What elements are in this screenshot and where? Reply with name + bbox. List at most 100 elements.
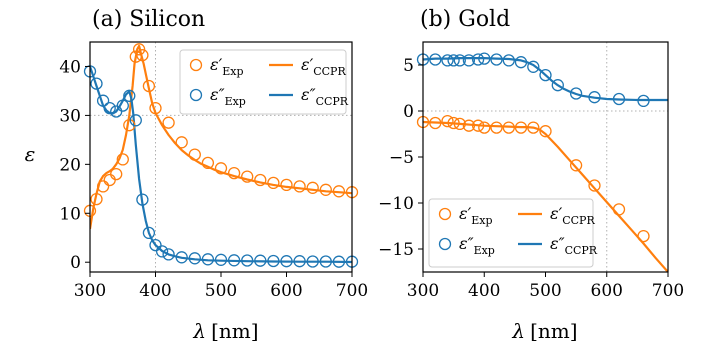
ticks-gold: 300 400 500 600 700 −15 −10 −5 0 5 [378,56,684,301]
data-point-imag [155,245,169,258]
legend-label: ε′Exp [459,204,493,227]
y-tick-label: 0 [403,102,414,122]
data-point-real [267,176,280,190]
x-tick-label: 400 [139,281,171,301]
data-point-imag [149,238,162,252]
x-tick-label: 500 [529,281,561,301]
data-point-imag [502,54,515,67]
legend-label: ε′Exp [210,55,244,78]
data-point-real [227,166,241,180]
legend-symbol: ε′ [210,55,223,74]
data-point-real [90,192,103,206]
data-point-imag [447,54,460,67]
data-point-imag [588,91,601,104]
legend-marker-icon [189,58,203,72]
data-point-real [162,116,175,129]
y-tick-label: 10 [59,204,81,224]
x-axis-unit: [nm] [530,319,577,343]
data-point-imag [429,53,442,66]
data-point-imag [241,254,254,267]
data-point-real [441,114,454,128]
legend-label: ε′CCPR [301,55,346,78]
x-tick-label: 600 [591,281,623,301]
y-tick-label: 30 [59,106,81,126]
data-point-real [149,101,162,115]
data-point-imag [280,255,293,268]
data-point-real [429,116,442,130]
data-point-imag [612,92,626,106]
y-tick-label: 0 [70,253,81,273]
y-tick-label: −10 [378,194,414,214]
data-point-real [612,203,626,216]
x-tick-label: 300 [74,281,106,301]
legend-label: ε″Exp [459,234,495,257]
data-point-imag [319,255,332,268]
data-point-real [188,148,201,161]
data-point-real [116,153,129,166]
data-point-imag [116,99,129,112]
y-tick-label: 5 [403,56,414,76]
legend-symbol: ε″ [210,85,225,104]
x-axis-symbol: λ [192,319,206,343]
data-point-real [453,117,466,131]
legend-label: ε″CCPR [550,234,598,257]
data-point-imag [201,253,215,266]
data-point-imag [103,101,116,115]
data-point-real [462,119,476,132]
y-axis-label: ε [25,142,36,166]
data-point-imag [462,54,476,67]
x-axis-label-silicon: λ [nm] [192,319,258,343]
data-point-imag [129,114,142,127]
legend-subscript: CCPR [562,214,595,227]
y-tick-label: 20 [59,155,81,175]
panel-title-silicon: (a) Silicon [92,7,205,32]
data-point-real [142,79,156,93]
data-point-real [588,179,601,192]
data-point-imag [441,54,454,67]
x-tick-label: 300 [407,281,439,301]
data-point-real [241,170,254,183]
x-tick-label: 600 [270,281,302,301]
data-point-imag [471,53,485,66]
legend-subscript: CCPR [316,95,349,108]
data-point-imag [227,254,241,267]
data-point-real [214,162,228,175]
data-point-real [129,50,142,63]
data-point-real [490,121,503,134]
data-point-imag [514,56,528,69]
data-point-imag [142,226,156,240]
data-point-real [132,43,146,56]
data-point-real [332,185,346,198]
data-point-real [103,173,116,187]
data-point-real [254,173,267,187]
data-point-real [527,121,540,134]
data-point-imag [551,79,564,92]
legend-label: ε″CCPR [301,85,349,108]
data-point-imag [569,87,583,100]
legend-symbol: ε″ [459,234,474,253]
series-line-real [423,120,668,272]
legend-subscript: CCPR [313,65,346,78]
data-point-real [319,183,332,196]
legend-subscript: Exp [225,95,246,108]
legend-label: ε″Exp [210,85,246,108]
data-point-real [306,181,319,194]
legend-symbol: ε″ [550,234,565,253]
legend-subscript: CCPR [565,244,598,257]
data-point-imag [254,254,267,267]
data-point-imag [136,193,149,206]
data-point-imag [214,253,228,266]
x-axis-symbol: λ [511,319,525,343]
x-tick-label: 700 [652,281,684,301]
legend-box [179,49,347,115]
legend-marker-icon [438,207,452,221]
data-point-imag [490,53,503,66]
data-point-real [514,121,528,134]
y-tick-label: −5 [389,148,414,168]
legend-subscript: Exp [471,214,492,227]
legend-symbol: ε′ [550,204,563,223]
legend-label: ε′CCPR [550,204,595,227]
data-point-real [569,159,583,172]
